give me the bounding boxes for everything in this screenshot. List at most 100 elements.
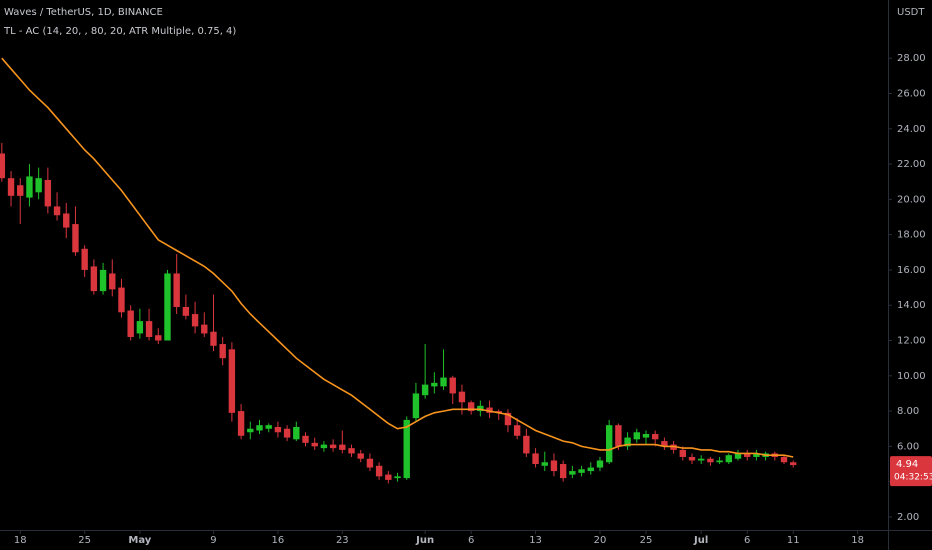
candle-body	[63, 213, 70, 228]
y-tick-label: 10.00	[897, 371, 926, 382]
candle-body	[26, 176, 33, 198]
candle-body	[449, 377, 456, 394]
candle-body	[596, 460, 604, 468]
candle-body	[587, 467, 594, 472]
candle-body	[477, 405, 484, 412]
y-tick-label: 2.00	[897, 512, 919, 523]
candle-body	[431, 382, 438, 387]
candle-body	[486, 407, 493, 413]
candle-body	[155, 335, 162, 341]
candle-body	[357, 453, 364, 459]
x-tick-label: 25	[640, 535, 653, 546]
candle-body	[265, 425, 272, 429]
x-tick-label: 18	[851, 535, 864, 546]
candle-body	[219, 344, 226, 359]
candle-body	[523, 435, 530, 454]
candle-body	[633, 432, 640, 440]
x-tick-label: Jul	[693, 535, 708, 546]
y-tick-label: 16.00	[897, 265, 926, 276]
candle-body	[385, 474, 392, 480]
candle-body	[605, 425, 613, 463]
x-tick-label: 18	[14, 535, 27, 546]
candle-body	[578, 469, 585, 473]
candle-body	[35, 178, 42, 193]
candle-body	[707, 458, 714, 463]
candle-body	[615, 425, 622, 447]
x-tick-label: 16	[272, 535, 285, 546]
candle-body	[53, 206, 61, 216]
x-tick-label: 13	[529, 535, 542, 546]
last-price-box	[890, 456, 932, 487]
candle-body	[339, 444, 346, 450]
candle-body	[274, 426, 282, 433]
y-tick-label: 6.00	[897, 441, 919, 452]
candle-body	[348, 448, 355, 454]
x-tick-label: 6	[744, 535, 750, 546]
candle-body	[173, 273, 180, 307]
y-tick-label: 26.00	[897, 89, 926, 100]
candle-body	[0, 153, 6, 179]
candle-body	[550, 460, 558, 472]
candle-body	[495, 411, 502, 413]
y-tick-label: 28.00	[897, 53, 926, 64]
candle-body	[504, 412, 512, 426]
x-tick-label: May	[128, 535, 151, 546]
candle-body	[228, 349, 236, 413]
x-tick-label: 6	[468, 535, 474, 546]
candle-body	[109, 273, 116, 290]
candle-body	[412, 393, 420, 419]
candle-body	[716, 460, 723, 463]
candle-body	[651, 434, 659, 440]
y-tick-label: 24.00	[897, 124, 926, 135]
candle-body	[118, 287, 125, 313]
candle-body	[780, 456, 788, 463]
candle-body	[81, 248, 88, 270]
x-tick-label: 20	[594, 535, 607, 546]
candle-body	[191, 314, 199, 327]
candle-body	[210, 331, 217, 346]
candle-body	[237, 411, 245, 436]
candle-body	[790, 462, 797, 466]
y-tick-label: 8.00	[897, 406, 919, 417]
candle-body	[403, 419, 410, 479]
candle-body	[17, 185, 24, 196]
candle-body	[661, 441, 668, 447]
y-tick-label: 22.00	[897, 159, 926, 170]
candle-body	[320, 444, 328, 449]
candle-body	[679, 449, 686, 457]
candle-body	[734, 453, 742, 459]
candle-body	[201, 324, 208, 334]
candle-body	[329, 444, 337, 449]
candle-body	[256, 425, 263, 431]
candle-body	[293, 426, 300, 440]
candle-body	[725, 455, 733, 463]
candle-body	[311, 442, 318, 447]
candle-body	[247, 428, 254, 433]
candle-body	[642, 434, 650, 438]
candle-body	[541, 462, 548, 466]
x-tick-label: 23	[336, 535, 349, 546]
x-tick-label: 11	[787, 535, 800, 546]
candle-body	[697, 458, 705, 461]
candle-body	[7, 178, 15, 196]
chart-title: Waves / TetherUS, 1D, BINANCE	[4, 7, 163, 18]
y-tick-label: 18.00	[897, 230, 926, 241]
y-tick-label: 20.00	[897, 194, 926, 205]
candle-body	[744, 453, 751, 457]
candle-body	[283, 428, 291, 438]
candle-body	[164, 273, 171, 341]
candle-body	[302, 435, 309, 443]
indicator-line	[1, 57, 794, 458]
candle-body	[44, 179, 52, 207]
candle-body	[72, 224, 79, 253]
x-tick-label: 9	[210, 535, 216, 546]
candle-body	[532, 453, 539, 465]
candle-body	[458, 391, 466, 403]
candle-body	[440, 377, 447, 387]
currency-label: USDT	[897, 7, 925, 18]
candle-body	[513, 425, 521, 436]
candle-body	[467, 402, 475, 412]
candle-body	[366, 458, 374, 468]
